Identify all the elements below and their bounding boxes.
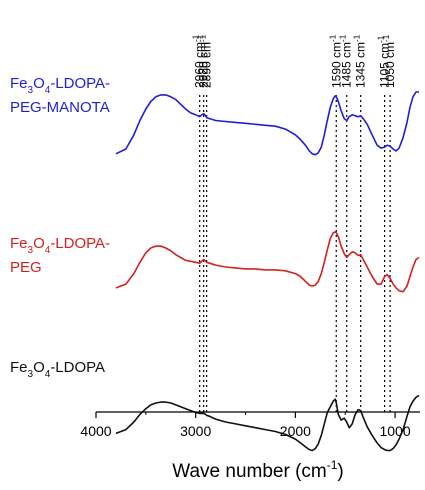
reference-label-1485: 1485 cm-1 bbox=[339, 34, 354, 88]
reference-label-sup: -1 bbox=[196, 34, 205, 42]
reference-label-sup: -1 bbox=[382, 34, 391, 42]
series-line-3 bbox=[115, 394, 420, 452]
series-label-1-line-2: PEG-MANOTA bbox=[10, 99, 110, 116]
reference-label-value: 1105 cm bbox=[378, 43, 392, 88]
label-text: Fe bbox=[10, 75, 28, 92]
series-labels: Fe3O4-LDOPA-PEG-MANOTAFe3O4-LDOPA-PEGFe3… bbox=[10, 75, 110, 380]
reference-label-sup: -1 bbox=[192, 34, 201, 42]
x-axis-label-main: Wave number (cm bbox=[172, 461, 327, 482]
x-axis-label: Wave number (cm-1) bbox=[172, 458, 344, 482]
x-tick-label-1000: 1000 bbox=[379, 423, 410, 439]
series-label-2-line-2: PEG bbox=[10, 259, 42, 276]
label-text: Fe bbox=[10, 359, 28, 376]
x-tick-label-4000: 4000 bbox=[80, 423, 111, 439]
label-subscript: 3 bbox=[28, 85, 34, 96]
label-text: -LDOPA- bbox=[50, 235, 110, 252]
reference-label-2890: 2890 cm-1 bbox=[199, 34, 214, 88]
label-subscript: 4 bbox=[45, 245, 51, 256]
x-tick-label-2000: 2000 bbox=[280, 423, 311, 439]
x-axis-label-close: ) bbox=[337, 461, 343, 482]
label-text: Fe bbox=[10, 235, 28, 252]
reference-label-value: 2920 cm bbox=[197, 42, 211, 88]
reference-label-1050: 1050 cm-1 bbox=[382, 34, 397, 88]
x-axis-ticks: 4000 3000 2000 1000 bbox=[80, 412, 411, 439]
label-subscript: 4 bbox=[45, 85, 51, 96]
reference-label-1345: 1345 cm-1 bbox=[353, 34, 368, 88]
series-line-2 bbox=[115, 231, 420, 293]
reference-label-2960: 2960 cm-1 bbox=[192, 34, 207, 88]
series-label-3-line-1: Fe3O4-LDOPA bbox=[10, 359, 105, 380]
reference-label-sup: -1 bbox=[328, 34, 337, 42]
label-text: PEG bbox=[10, 259, 42, 276]
reference-label-1590: 1590 cm-1 bbox=[328, 34, 343, 88]
label-text: PEG-MANOTA bbox=[10, 99, 110, 116]
label-text: -LDOPA bbox=[50, 359, 105, 376]
x-axis-label-sup: -1 bbox=[327, 458, 338, 472]
label-text: O bbox=[33, 75, 45, 92]
reference-label-value: 1345 cm bbox=[354, 42, 368, 88]
label-subscript: 3 bbox=[28, 369, 34, 380]
series-label-2-line-1: Fe3O4-LDOPA- bbox=[10, 235, 110, 256]
label-subscript: 4 bbox=[45, 369, 51, 380]
reference-label-sup: -1 bbox=[199, 34, 208, 42]
series-line-1 bbox=[115, 91, 419, 156]
reference-label-value: 1050 cm bbox=[383, 42, 397, 88]
reference-label-sup: -1 bbox=[353, 34, 362, 42]
series-label-1-line-1: Fe3O4-LDOPA- bbox=[10, 75, 110, 96]
reference-label-value: 2890 cm bbox=[200, 42, 214, 88]
label-subscript: 3 bbox=[28, 245, 34, 256]
label-text: O bbox=[33, 235, 45, 252]
label-text: -LDOPA- bbox=[50, 75, 110, 92]
reference-lines bbox=[199, 95, 391, 412]
reference-label-2920: 2920 cm-1 bbox=[196, 34, 211, 88]
reference-label-sup: -1 bbox=[377, 35, 386, 43]
reference-label-1105: 1105 cm-1 bbox=[377, 35, 392, 88]
reference-label-value: 2960 cm bbox=[193, 42, 207, 88]
reference-label-value: 1485 cm bbox=[340, 42, 354, 88]
x-tick-label-3000: 3000 bbox=[180, 423, 211, 439]
reference-label-value: 1590 cm bbox=[329, 42, 343, 88]
spectra-series bbox=[115, 91, 420, 452]
reference-label-sup: -1 bbox=[339, 34, 348, 42]
label-text: O bbox=[33, 359, 45, 376]
